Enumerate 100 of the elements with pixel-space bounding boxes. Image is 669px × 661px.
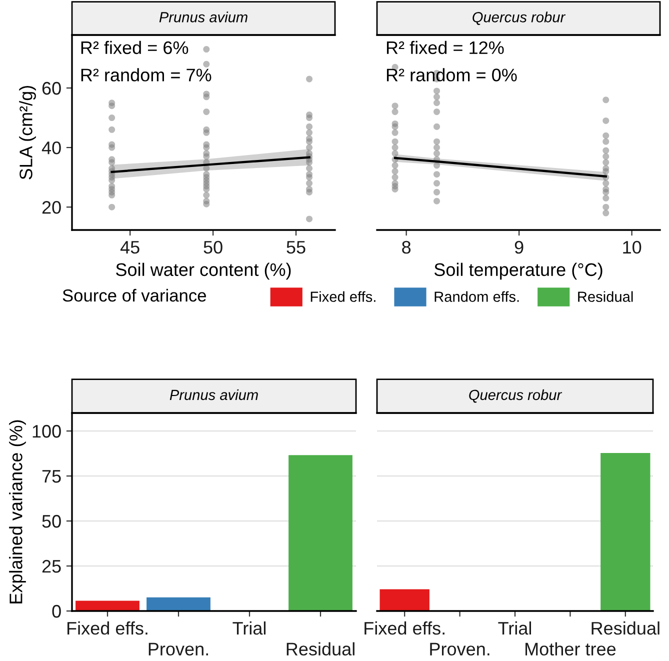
point [392,186,398,192]
chart-title: Prunus avium [170,389,258,400]
point [306,76,313,82]
x-tick-label: 55 [286,241,306,254]
point [602,132,610,139]
annotation: R² fixed = 6% [81,40,188,54]
point [602,168,610,175]
x-tick-label: Fixed effs. [68,621,148,635]
chart-title: Quercus robur [469,389,562,403]
point [602,147,610,154]
chart-title: Prunus avium [159,12,248,22]
point [434,162,440,169]
annotation: R² random = 0% [386,68,517,82]
point [602,117,610,124]
point [108,204,116,210]
point [306,174,313,181]
point [306,138,313,145]
point [392,123,398,130]
y-axis-title: Explained variance (%) [9,420,26,604]
y-tick-label: 50 [42,514,61,528]
y-tick-label: 75 [42,470,61,483]
y-tick-label: 20 [42,201,61,214]
point [392,168,398,175]
point [306,188,313,196]
y-tick-label: 60 [42,82,61,95]
point [306,123,313,130]
x-axis-title: Soil temperature (°C) [434,262,602,280]
point [306,165,313,172]
point [392,162,398,169]
point [434,108,440,116]
point [392,138,398,145]
x-tick-label: Trial [232,621,266,635]
x-tick-label: 10 [623,240,642,254]
x-tick-label: Proven. [430,642,490,656]
x-tick-label: Fixed effs. [364,621,444,635]
legend-label: Random effs. [434,291,519,302]
point [306,144,313,151]
y-tick-label: 0 [52,604,61,618]
point [434,198,440,204]
y-axis-title: SLA (cm²/g) [19,86,36,180]
point [434,150,440,157]
point [108,177,116,184]
chart-title: Quercus robur [472,12,566,25]
x-tick-label: Residual [592,621,660,635]
point [434,88,440,94]
point [306,180,313,187]
point [392,150,398,157]
point [602,188,610,196]
legend-title: Source of variance [62,288,206,302]
x-tick-label: Trial [498,621,532,635]
point [392,174,398,181]
point [434,94,440,100]
x-tick-label: 8 [402,240,411,254]
point [306,216,313,222]
point [392,102,398,110]
point [602,204,610,210]
x-tick-label: Proven. [148,642,208,656]
point [203,192,210,198]
point [602,138,610,145]
point [434,144,440,151]
point [108,159,116,166]
x-axis-title: Soil water content (%) [116,262,291,280]
point [203,144,210,151]
point [203,129,210,136]
point [203,186,210,192]
point [434,123,440,130]
point [434,138,440,145]
legend-label: Fixed effs. [310,291,376,302]
x-tick-label: 45 [120,241,140,254]
point [434,180,440,187]
point [602,210,610,216]
point [434,100,440,106]
point [203,153,210,160]
x-tick-label: 50 [204,240,222,254]
point [602,180,610,187]
point [203,94,210,100]
point [108,102,116,110]
x-tick-label: Residual [286,642,354,656]
point [602,194,610,202]
point [306,129,313,136]
point [392,108,398,116]
point [306,159,313,166]
point [203,46,210,53]
point [434,188,440,196]
point [602,153,610,160]
legend-label: Residual [578,291,633,302]
y-tick-label: 40 [42,141,61,154]
y-tick-label: 100 [32,424,61,438]
point [108,144,116,151]
point [306,114,313,122]
point [203,60,210,68]
point [392,129,398,136]
annotation: R² fixed = 12% [386,40,504,54]
point [602,159,610,166]
point [108,126,116,133]
point [203,108,210,116]
x-tick-label: 9 [514,240,524,254]
point [108,114,116,122]
point [392,144,398,151]
point [108,192,116,198]
